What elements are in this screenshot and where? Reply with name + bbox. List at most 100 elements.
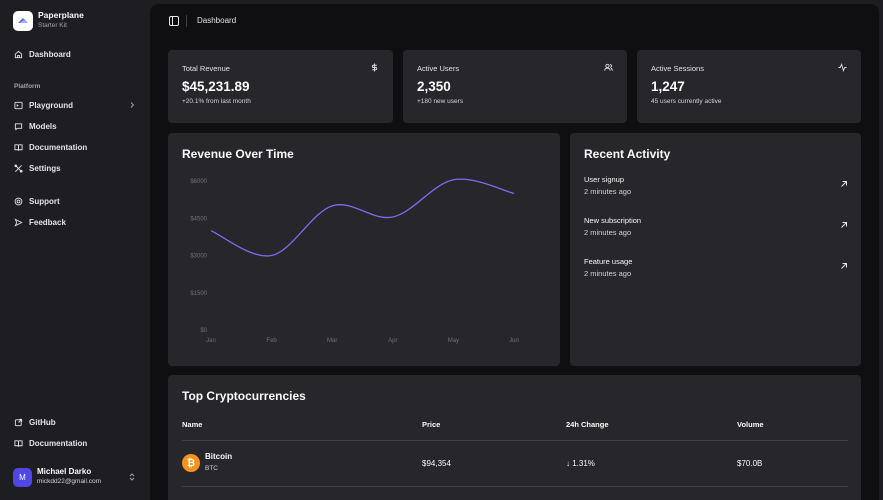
table-divider	[182, 440, 848, 441]
book-icon	[14, 439, 23, 447]
activity-item-title: User signup	[584, 175, 625, 184]
revenue-series-line	[210, 178, 515, 257]
crypto-table-card: Top Cryptocurrencies Name Price 24h Chan…	[168, 375, 861, 500]
dollar-icon	[371, 63, 378, 72]
activity-item-time: 2 minutes ago	[584, 187, 632, 196]
sidebar-item-label: Documentation	[29, 438, 88, 448]
activity-item-title: Feature usage	[584, 257, 633, 266]
x-tick-label: Feb	[266, 338, 277, 344]
activity-item[interactable]: User signup 2 minutes ago	[584, 175, 848, 201]
paperplane-logo-icon	[13, 10, 33, 31]
stat-title: Total Revenue	[182, 64, 230, 73]
home-icon	[14, 50, 23, 58]
activity-item-time: 2 minutes ago	[584, 269, 632, 278]
sidebar: Paperplane Starter Kit Dashboard Platfor…	[0, 0, 150, 500]
sidebar-item-dashboard[interactable]: Dashboard	[14, 46, 138, 62]
sidebar-item-documentation[interactable]: Documentation	[14, 139, 138, 155]
stat-value: 1,247	[651, 79, 685, 94]
external-link-icon	[14, 418, 23, 426]
activity-item[interactable]: New subscription 2 minutes ago	[584, 216, 848, 242]
column-header-volume[interactable]: Volume	[737, 420, 764, 429]
activity-item-title: New subscription	[584, 216, 642, 225]
chart-title: Revenue Over Time	[182, 147, 294, 161]
brand[interactable]: Paperplane Starter Kit	[13, 10, 84, 31]
coin-symbol: BTC	[205, 465, 218, 472]
stat-value: $45,231.89	[182, 79, 250, 94]
coin-volume: $70.0B	[737, 459, 763, 468]
x-tick-label: Apr	[388, 338, 397, 344]
sidebar-item-settings[interactable]: Settings	[14, 160, 138, 176]
coin-name: Bitcoin	[205, 452, 233, 461]
tools-icon	[14, 163, 23, 173]
main-panel: Dashboard Total Revenue $45,231.89 +20.1…	[150, 4, 879, 500]
recent-activity-card: Recent Activity User signup 2 minutes ag…	[570, 133, 861, 366]
y-tick-label: $6000	[190, 179, 207, 185]
stat-subtext: 45 users currently active	[651, 98, 722, 105]
sidebar-item-label: Models	[29, 121, 57, 131]
sidebar-item-label: Playground	[29, 100, 74, 110]
sidebar-item-label: Dashboard	[29, 49, 71, 59]
column-header-name[interactable]: Name	[182, 420, 203, 429]
users-icon	[604, 63, 613, 71]
book-icon	[14, 143, 23, 151]
terminal-icon	[14, 101, 23, 109]
y-tick-label: $4500	[190, 216, 207, 222]
stat-title: Active Users	[417, 64, 460, 73]
arrow-up-right-icon[interactable]	[840, 262, 848, 270]
avatar: M	[13, 467, 32, 487]
coin-price: $94,354	[422, 459, 451, 468]
stat-card-active-users: Active Users 2,350 +180 new users	[403, 50, 627, 123]
y-tick-label: $1500	[190, 291, 207, 297]
sidebar-item-label: Settings	[29, 163, 61, 173]
activity-item-time: 2 minutes ago	[584, 228, 632, 237]
crypto-title: Top Cryptocurrencies	[182, 389, 306, 403]
stat-card-active-sessions: Active Sessions 1,247 45 users currently…	[637, 50, 861, 123]
send-icon	[14, 217, 23, 227]
stat-subtext: +180 new users	[417, 98, 464, 105]
x-tick-label: Jan	[206, 338, 216, 344]
sidebar-item-playground[interactable]: Playground	[14, 97, 138, 113]
user-menu[interactable]: M Michael Darko mickdd22@gmail.com	[13, 465, 138, 489]
stat-value: 2,350	[417, 79, 451, 94]
coin-change: ↓ 1.31%	[566, 459, 595, 468]
arrow-up-right-icon[interactable]	[840, 180, 848, 188]
sidebar-toggle-icon[interactable]	[169, 16, 179, 26]
section-label-platform: Platform	[14, 83, 41, 90]
brand-name: Paperplane	[38, 10, 84, 20]
activity-title: Recent Activity	[584, 147, 671, 161]
arrow-up-right-icon[interactable]	[840, 221, 848, 229]
column-header-change[interactable]: 24h Change	[566, 420, 609, 429]
lifebuoy-icon	[14, 197, 23, 205]
sidebar-item-label: Feedback	[29, 217, 66, 227]
table-divider	[182, 486, 848, 487]
sidebar-item-models[interactable]: Models	[14, 118, 138, 134]
sidebar-item-label: Documentation	[29, 142, 88, 152]
topbar: Dashboard	[150, 4, 879, 38]
sidebar-item-label: GitHub	[29, 417, 56, 427]
user-email: mickdd22@gmail.com	[37, 478, 102, 485]
stat-card-total-revenue: Total Revenue $45,231.89 +20.1% from las…	[168, 50, 393, 123]
x-tick-label: Jun	[509, 338, 519, 344]
sidebar-item-feedback[interactable]: Feedback	[14, 214, 138, 230]
revenue-chart-card: Revenue Over Time $0 $1500 $3000 $4500 $6000…	[168, 133, 560, 366]
topbar-divider	[186, 15, 187, 27]
breadcrumb[interactable]: Dashboard	[197, 16, 237, 25]
x-tick-label: May	[448, 338, 459, 344]
y-tick-label: $3000	[190, 254, 207, 260]
y-tick-label: $0	[200, 328, 207, 334]
activity-icon	[838, 63, 847, 72]
sidebar-item-support[interactable]: Support	[14, 193, 138, 209]
bitcoin-icon: ₿	[182, 454, 200, 472]
sidebar-item-label: Support	[29, 196, 60, 206]
stat-subtext: +20.1% from last month	[182, 98, 251, 105]
x-tick-label: Mar	[327, 338, 337, 344]
brand-subtitle: Starter Kit	[38, 22, 67, 29]
user-name: Michael Darko	[37, 467, 92, 476]
chevron-right-icon[interactable]	[128, 101, 136, 109]
revenue-line-chart: $0 $1500 $3000 $4500 $6000 Jan Feb Mar Apr May Jun	[190, 178, 519, 344]
activity-item[interactable]: Feature usage 2 minutes ago	[584, 257, 848, 283]
column-header-price[interactable]: Price	[422, 420, 441, 429]
stat-title: Active Sessions	[651, 64, 704, 73]
sidebar-item-documentation-footer[interactable]: Documentation	[14, 435, 138, 451]
sidebar-item-github[interactable]: GitHub	[14, 414, 138, 430]
